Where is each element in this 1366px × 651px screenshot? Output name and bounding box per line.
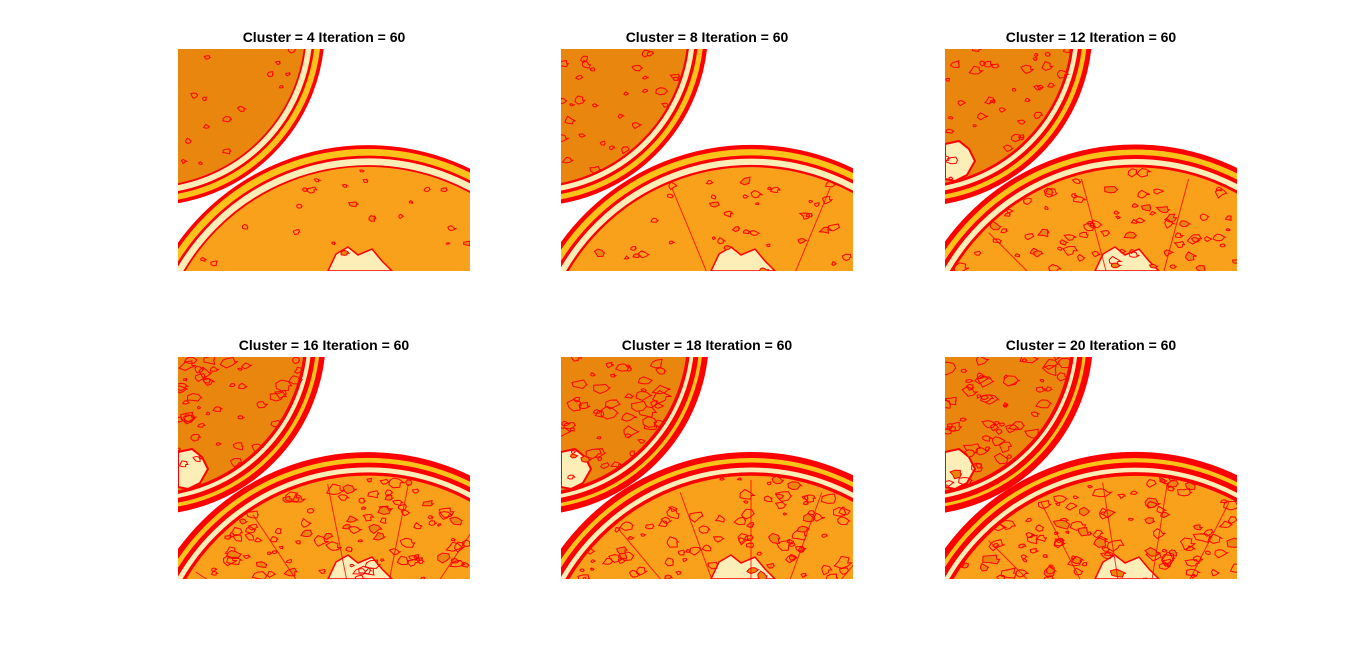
segmented-orange-image	[945, 49, 1237, 271]
orange-slices-svg	[178, 357, 470, 579]
orange-slices-svg	[561, 357, 853, 579]
segmented-orange-image	[561, 357, 853, 579]
segmented-orange-image	[178, 49, 470, 271]
segmented-orange-image	[561, 49, 853, 271]
panel-title: Cluster = 18 Iteration = 60	[621, 337, 793, 353]
panel-title: Cluster = 20 Iteration = 60	[1005, 337, 1177, 353]
orange-slices-svg	[945, 49, 1237, 271]
segmented-orange-image	[945, 357, 1237, 579]
panel-title: Cluster = 8 Iteration = 60	[625, 29, 789, 45]
orange-slices-svg	[178, 49, 470, 271]
orange-slices-svg	[561, 49, 853, 271]
panel-title: Cluster = 4 Iteration = 60	[242, 29, 406, 45]
panel-title: Cluster = 16 Iteration = 60	[238, 337, 410, 353]
orange-slices-svg	[945, 357, 1237, 579]
panel-title: Cluster = 12 Iteration = 60	[1005, 29, 1177, 45]
segmented-orange-image	[178, 357, 470, 579]
